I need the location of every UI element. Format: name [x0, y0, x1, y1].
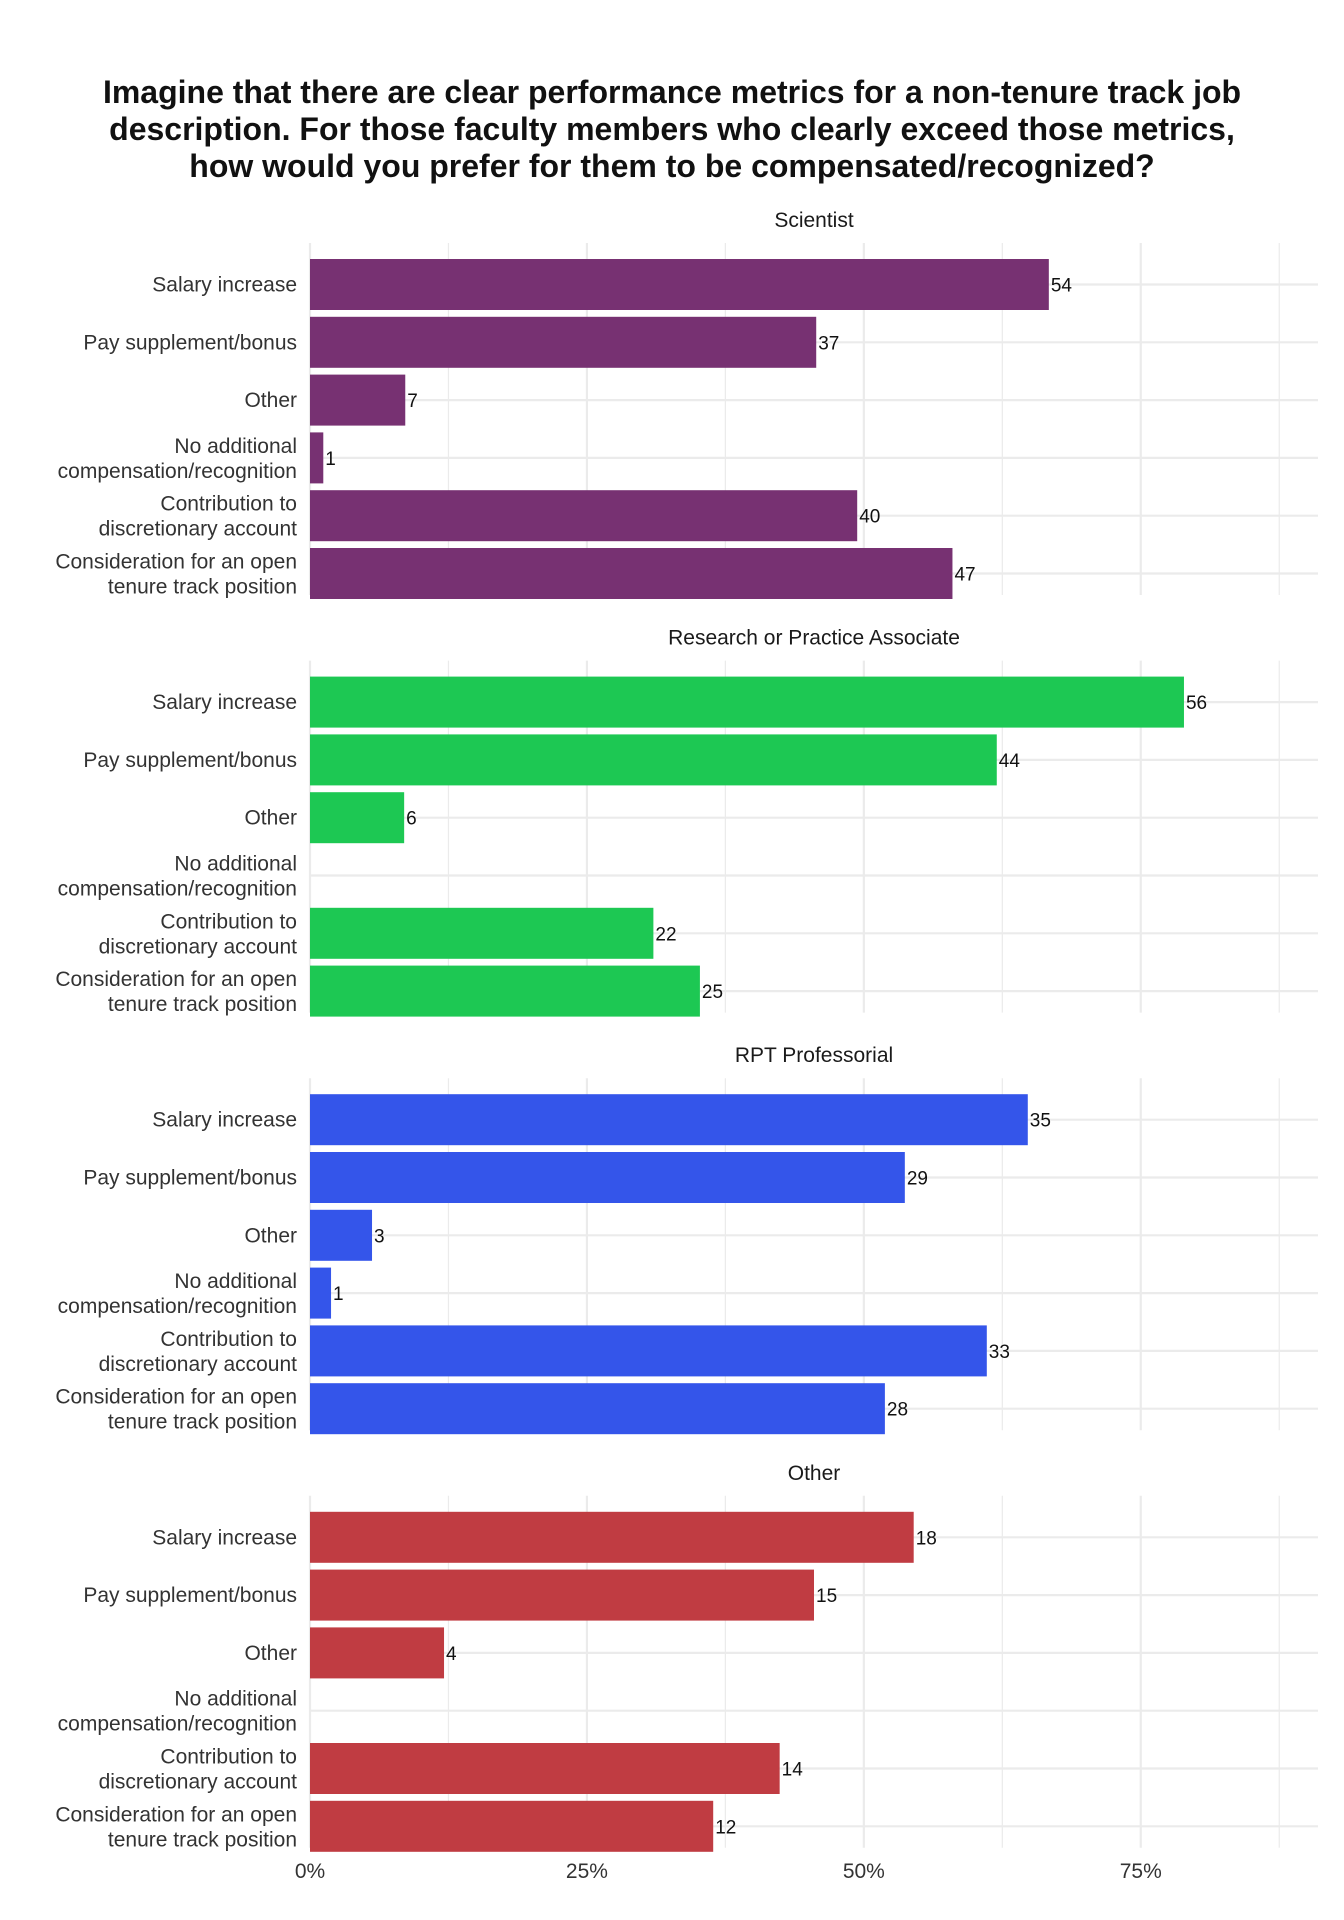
category-label: Contribution to discretionary account [99, 910, 298, 958]
category-label: Consideration for an open tenure track po… [55, 551, 297, 599]
bar [310, 1267, 332, 1319]
bar [310, 1627, 445, 1679]
bar [310, 907, 654, 959]
bar [310, 965, 700, 1017]
bar [310, 1511, 914, 1563]
category-label: Consideration for an open tenure track po… [55, 1386, 297, 1434]
chart-title-line-1: Imagine that there are clear performance… [102, 74, 1242, 110]
data-label: 4 [446, 1644, 457, 1665]
bar [310, 792, 405, 844]
category-label: Contribution to discretionary account [99, 1328, 298, 1376]
data-label: 33 [989, 1342, 1010, 1363]
chart-title: Imagine that there are clear performance… [0, 74, 1344, 185]
panel-label: Scientist [774, 209, 854, 232]
category-label: Other [244, 389, 297, 412]
category-label: Other [244, 1224, 297, 1247]
data-label: 40 [859, 507, 880, 528]
category-label: No additional compensation/recognition [58, 853, 297, 901]
category-label: Pay supplement/bonus [83, 1167, 297, 1190]
x-tick-label: 75% [1120, 1860, 1162, 1883]
panel-label: Research or Practice Associate [668, 627, 960, 650]
bar [310, 676, 1184, 728]
data-label: 1 [325, 449, 336, 470]
data-label: 35 [1030, 1111, 1051, 1132]
data-label: 3 [374, 1226, 385, 1247]
data-label: 56 [1186, 693, 1207, 714]
bar [310, 490, 858, 542]
category-label: Contribution to discretionary account [99, 1746, 298, 1794]
data-label: 18 [916, 1528, 937, 1549]
bar [310, 1325, 987, 1377]
category-label: Consideration for an open tenure track po… [55, 1803, 297, 1851]
data-label: 47 [954, 565, 975, 586]
data-label: 15 [816, 1586, 837, 1607]
data-label: 44 [999, 751, 1021, 772]
category-label: Salary increase [152, 691, 297, 714]
data-label: 7 [407, 391, 418, 412]
bar [310, 259, 1049, 310]
bar [310, 1743, 780, 1794]
bar [310, 1569, 814, 1621]
data-label: 29 [907, 1169, 928, 1190]
chart-title-line-3: how would you prefer for them to be comp… [189, 148, 1155, 184]
bar [310, 548, 953, 599]
data-label: 54 [1051, 276, 1073, 297]
category-label: Contribution to discretionary account [99, 493, 298, 541]
bar [310, 316, 817, 368]
x-tick-label: 50% [843, 1860, 885, 1883]
panel-label: RPT Professorial [735, 1044, 893, 1067]
bar [310, 1800, 714, 1852]
data-label: 37 [818, 333, 839, 354]
data-label: 14 [782, 1760, 804, 1781]
category-label: Pay supplement/bonus [83, 331, 297, 354]
category-label: Salary increase [152, 274, 297, 297]
data-label: 25 [702, 982, 723, 1003]
bar [310, 734, 997, 786]
bar [310, 374, 406, 426]
category-label: Salary increase [152, 1526, 297, 1549]
bar [310, 1209, 373, 1261]
x-tick-label: 0% [295, 1860, 325, 1883]
data-label: 12 [715, 1817, 736, 1838]
category-label: Pay supplement/bonus [83, 1584, 297, 1607]
bar [310, 432, 324, 484]
data-label: 6 [406, 809, 417, 830]
x-tick-label: 25% [566, 1860, 608, 1883]
data-label: 1 [333, 1284, 344, 1305]
category-label: No additional compensation/recognition [58, 435, 297, 483]
chart-title-line-2: description. For those faculty members w… [109, 111, 1235, 147]
category-label: Other [244, 1642, 297, 1665]
category-label: No additional compensation/recognition [58, 1270, 297, 1318]
panel-label: Other [788, 1462, 841, 1485]
data-label: 22 [655, 924, 676, 945]
category-label: Pay supplement/bonus [83, 749, 297, 772]
category-label: Consideration for an open tenure track po… [55, 968, 297, 1016]
bar [310, 1152, 905, 1203]
category-label: Other [244, 807, 297, 830]
bar [310, 1094, 1028, 1146]
category-label: Salary increase [152, 1109, 297, 1132]
category-label: No additional compensation/recognition [58, 1688, 297, 1736]
bar [310, 1383, 885, 1435]
data-label: 28 [887, 1400, 908, 1421]
